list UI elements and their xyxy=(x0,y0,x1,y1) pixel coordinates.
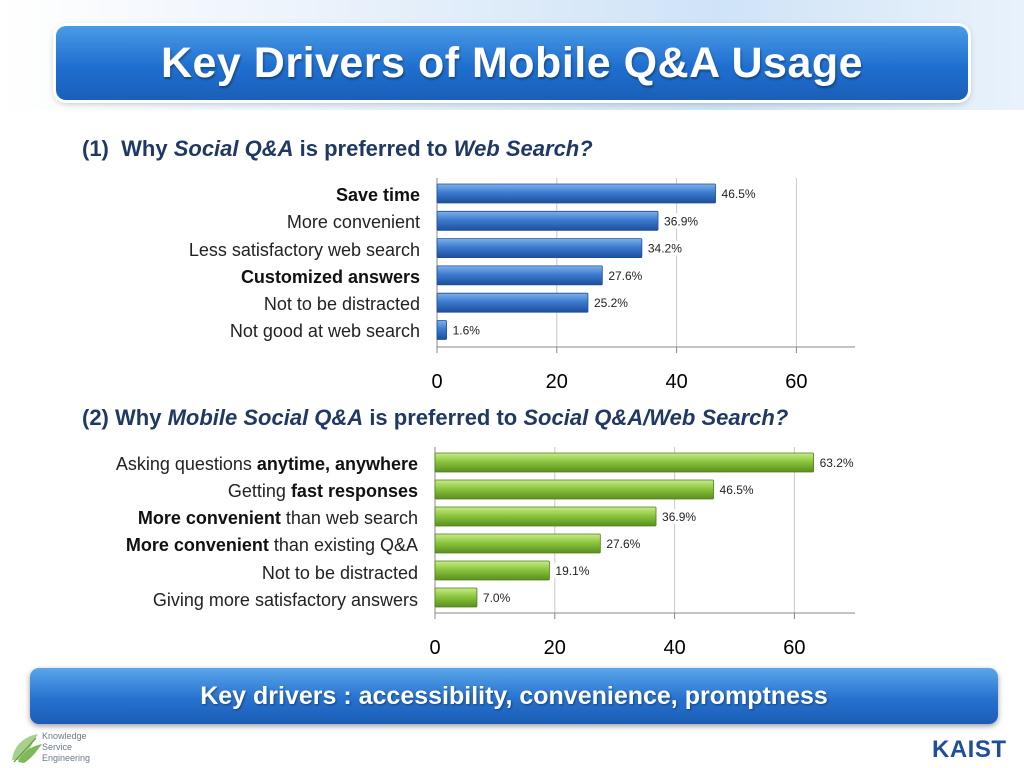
chart-2-tick-label: 0 xyxy=(429,637,440,659)
kse-logo-line-3: Engineering xyxy=(42,753,91,763)
chart-1-data-label: 1.6% xyxy=(453,324,481,338)
chart-1-data-label: 25.2% xyxy=(594,296,628,310)
q1-number: (1) xyxy=(82,136,109,161)
chart-1-tick-label: 60 xyxy=(785,371,807,393)
chart-1-data-label: 46.5% xyxy=(722,187,756,201)
question-2-heading: (2) Why Mobile Social Q&A is preferred t… xyxy=(82,405,788,431)
chart-2-data-label-bg xyxy=(717,482,757,497)
chart-2-data-label-bg xyxy=(817,455,857,470)
chart-1-bar xyxy=(436,265,603,286)
chart-2-data-label: 46.5% xyxy=(720,483,754,497)
chart-1-label: Not good at web search xyxy=(229,321,420,341)
chart-2-data-label-bg xyxy=(553,563,593,578)
chart-1-bar xyxy=(436,183,716,204)
page-title: Key Drivers of Mobile Q&A Usage xyxy=(160,38,864,87)
q1-emphasis-2: Web Search? xyxy=(453,136,593,161)
chart-2-data-label: 19.1% xyxy=(555,564,589,578)
chart-1-label: Less satisfactory web search xyxy=(188,240,420,260)
chart-2-bar xyxy=(434,506,657,527)
chart-2-data-label: 27.6% xyxy=(606,537,640,551)
chart-2-data-label: 7.0% xyxy=(483,591,511,605)
q2-emphasis-1: Mobile Social Q&A xyxy=(167,405,364,430)
chart-2-label: Not to be distracted xyxy=(261,563,418,583)
q1-middle: is preferred to xyxy=(299,136,448,161)
chart-2-label: Asking questions anytime, anywhere xyxy=(115,454,418,474)
chart-2-data-label-bg xyxy=(660,509,700,524)
q2-emphasis-2: Social Q&A/Web Search? xyxy=(523,405,789,430)
chart-1-data-label: 34.2% xyxy=(648,242,682,256)
chart-1-label: Not to be distracted xyxy=(263,294,420,314)
title-banner: Key Drivers of Mobile Q&A Usage xyxy=(56,26,968,100)
q2-prefix: Why xyxy=(115,405,162,430)
chart-2-bar xyxy=(434,533,601,554)
chart-1-bar xyxy=(436,320,447,340)
chart-1-label: Save time xyxy=(335,185,420,205)
chart-2-bar xyxy=(434,587,478,608)
kse-logo-text: Knowledge Service Engineering xyxy=(42,731,90,764)
chart-1-data-label-bg xyxy=(662,213,702,229)
chart-1-data-label-bg xyxy=(645,240,685,256)
chart-2-tick-label: 20 xyxy=(544,637,566,659)
chart-1-data-label-bg xyxy=(719,186,759,201)
kse-leaf-logo-icon xyxy=(12,734,42,763)
q1-prefix: Why xyxy=(121,136,168,161)
chart-2-data-label: 36.9% xyxy=(662,510,696,524)
chart-1-data-label-bg xyxy=(591,295,631,311)
chart-1-bar xyxy=(436,238,643,259)
chart-1-label: More convenient xyxy=(286,212,420,232)
chart-2-data-label-bg xyxy=(604,536,644,551)
chart-2-label: More convenient than web search xyxy=(137,508,418,528)
chart-1-data-label: 27.6% xyxy=(608,269,642,283)
kse-logo-line-2: Service xyxy=(42,742,73,752)
summary-banner: Key drivers : accessibility, convenience… xyxy=(30,668,998,724)
chart-1-data-label: 36.9% xyxy=(664,214,698,228)
chart-1-bar xyxy=(436,210,659,231)
chart-2-bar xyxy=(434,560,550,581)
chart-1-tick-label: 0 xyxy=(431,371,442,393)
q2-middle: is preferred to xyxy=(369,405,518,430)
chart-2-label: Getting fast responses xyxy=(227,481,418,501)
chart-2-bar xyxy=(434,479,714,500)
chart-1-data-label-bg xyxy=(606,267,646,283)
chart-1-bar xyxy=(436,292,589,313)
chart-2-tick-label: 60 xyxy=(783,637,805,659)
kse-logo-line-1: Knowledge xyxy=(42,731,87,741)
chart-2-data-label-bg xyxy=(480,590,513,605)
q1-emphasis-1: Social Q&A xyxy=(173,136,294,161)
chart-2-bar xyxy=(434,452,814,473)
chart-1-tick-label: 20 xyxy=(546,371,568,393)
chart-2-data-label: 63.2% xyxy=(820,456,854,470)
question-1-heading: (1) Why Social Q&A is preferred to Web S… xyxy=(82,136,593,162)
chart-1-label: Customized answers xyxy=(240,267,420,287)
chart-1-tick-label: 40 xyxy=(665,371,687,393)
chart-1-data-label-bg xyxy=(450,322,483,338)
chart-2-tick-label: 40 xyxy=(663,637,685,659)
kaist-logo: KAIST xyxy=(932,736,1007,763)
chart-2-label: Giving more satisfactory answers xyxy=(152,590,418,610)
chart-2-label: More convenient than existing Q&A xyxy=(125,535,418,555)
summary-text: Key drivers : accessibility, convenience… xyxy=(200,681,828,710)
q2-number: (2) xyxy=(82,405,109,430)
